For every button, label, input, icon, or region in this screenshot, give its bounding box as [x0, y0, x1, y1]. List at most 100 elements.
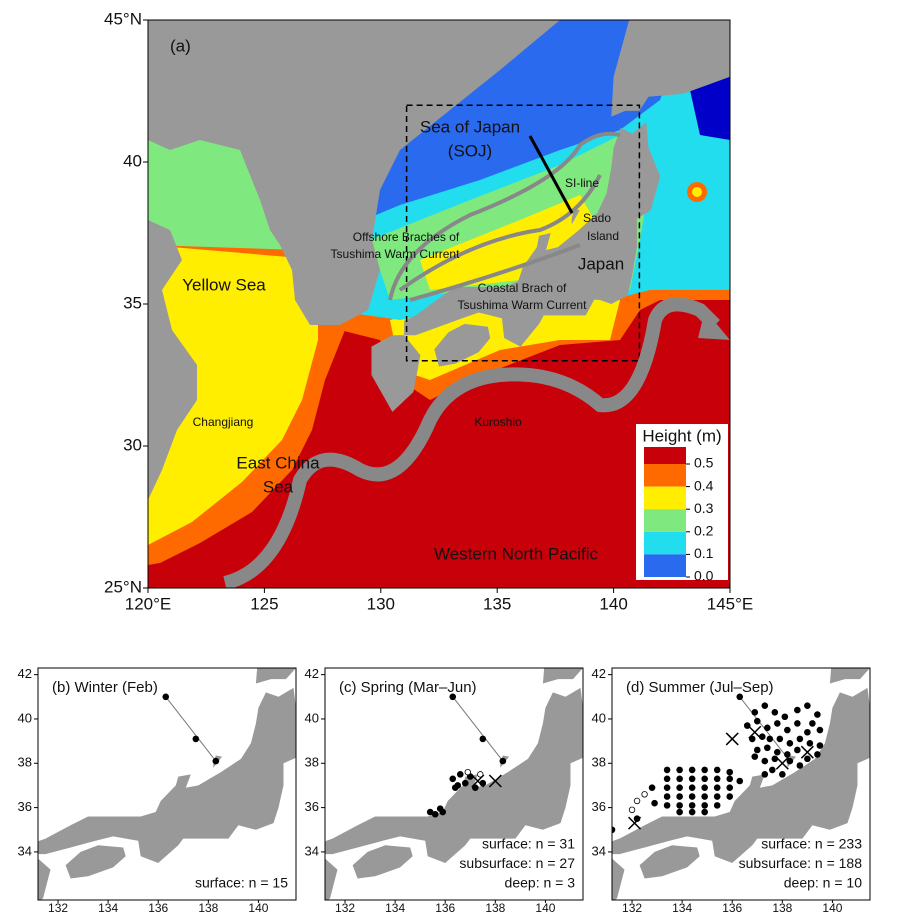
- station-filled: [676, 775, 683, 783]
- place-label: Sado: [583, 211, 611, 225]
- x-tick-label: 132: [48, 901, 68, 915]
- x-tick-label: 135: [483, 594, 511, 613]
- legend-tick-label: 0.2: [694, 523, 714, 539]
- station-filled: [633, 815, 641, 822]
- place-label: East China: [236, 453, 320, 472]
- station-cross: [488, 774, 502, 788]
- station-filled: [753, 746, 761, 754]
- place-label: (SOJ): [448, 141, 492, 160]
- station-filled: [804, 702, 811, 709]
- station-filled: [776, 735, 784, 743]
- station-filled: [816, 742, 824, 749]
- place-label: Kuroshio: [474, 415, 522, 429]
- legend-tick-label: 0.3: [694, 500, 714, 516]
- station-filled: [774, 748, 781, 756]
- sample-count: deep: n = 10: [784, 875, 862, 891]
- x-tick-label: 138: [198, 901, 218, 915]
- sample-count: subsurface: n = 27: [459, 855, 575, 871]
- station-filled: [766, 735, 774, 743]
- x-tick-label: 140: [599, 594, 627, 613]
- y-tick-label: 40: [592, 710, 606, 725]
- legend-swatch: [644, 509, 686, 532]
- land-china: [148, 220, 197, 500]
- y-tick-label: 38: [305, 755, 319, 770]
- station-filled: [676, 808, 683, 816]
- station-open: [633, 797, 641, 805]
- station-filled: [804, 755, 811, 763]
- station-filled: [676, 766, 683, 774]
- place-label: Coastal Brach of: [478, 281, 567, 295]
- x-tick-label: 134: [385, 901, 405, 915]
- station-filled: [764, 724, 771, 732]
- y-tick-label: 42: [18, 666, 32, 681]
- y-tick-label: 38: [18, 755, 32, 770]
- y-tick-label: 34: [18, 843, 32, 858]
- soj-box: [405, 104, 641, 362]
- y-tick-label: 42: [305, 666, 319, 681]
- x-tick-label: 134: [672, 901, 692, 915]
- sample-count: surface: n = 31: [482, 836, 575, 852]
- station-filled: [814, 751, 821, 758]
- place-label: Yellow Sea: [182, 275, 266, 294]
- x-tick-label: 145°E: [707, 594, 754, 613]
- station-filled: [774, 720, 781, 727]
- place-label: Island: [587, 229, 619, 243]
- station-filled: [784, 751, 791, 758]
- sample-count: deep: n = 3: [505, 875, 576, 891]
- land-continent: [148, 20, 560, 325]
- station-filled: [688, 808, 696, 816]
- ocean-shelf: [148, 245, 318, 545]
- station-filled: [713, 802, 721, 809]
- station-filled: [701, 775, 708, 783]
- x-tick-label: 136: [722, 901, 742, 915]
- panel-frame: [611, 667, 871, 901]
- panel-frame: [37, 667, 297, 901]
- station-filled: [431, 810, 439, 818]
- station-filled: [804, 728, 811, 736]
- y-tick-label: 30: [123, 435, 142, 454]
- station-filled: [771, 709, 779, 716]
- y-tick-label: 38: [592, 755, 606, 770]
- place-label: Changjiang: [193, 415, 254, 429]
- station-cross: [748, 725, 762, 739]
- station-filled: [794, 706, 801, 714]
- station-filled: [781, 713, 789, 721]
- station-filled: [663, 766, 671, 774]
- station-filled: [676, 802, 683, 809]
- y-tick-label: 40: [305, 710, 319, 725]
- station-cross: [628, 816, 642, 830]
- eddy-core: [692, 187, 702, 197]
- station-filled: [701, 802, 708, 809]
- sample-count: subsurface: n = 188: [739, 855, 863, 871]
- station-filled: [751, 709, 759, 716]
- station-cross: [775, 756, 789, 770]
- x-tick-label: 140: [248, 901, 268, 915]
- land: [371, 20, 730, 412]
- station-filled: [648, 784, 656, 791]
- station-filled: [212, 757, 220, 765]
- sample-count: surface: n = 15: [195, 875, 288, 891]
- station-filled: [701, 766, 708, 774]
- station-filled: [456, 771, 464, 778]
- station-filled: [449, 775, 457, 783]
- y-tick-label: 36: [592, 799, 606, 814]
- station-filled: [794, 720, 801, 727]
- x-tick-label: 120°E: [125, 594, 172, 613]
- station-cross: [471, 774, 485, 788]
- station-filled: [162, 693, 170, 701]
- station-filled: [461, 779, 469, 787]
- land-japan: [371, 20, 730, 412]
- coastal-branch: [409, 243, 581, 302]
- station-filled: [663, 784, 671, 791]
- station-filled: [806, 740, 814, 747]
- main-map: [148, 20, 730, 588]
- station-filled: [761, 771, 769, 778]
- y-tick-label: 40: [123, 151, 142, 170]
- station-filled: [436, 805, 444, 813]
- panel-label: (a): [170, 36, 191, 55]
- station-filled: [688, 784, 696, 791]
- y-tick-label: 36: [18, 799, 32, 814]
- station-filled: [736, 777, 744, 785]
- land: [325, 668, 583, 900]
- panel-map: [612, 668, 870, 900]
